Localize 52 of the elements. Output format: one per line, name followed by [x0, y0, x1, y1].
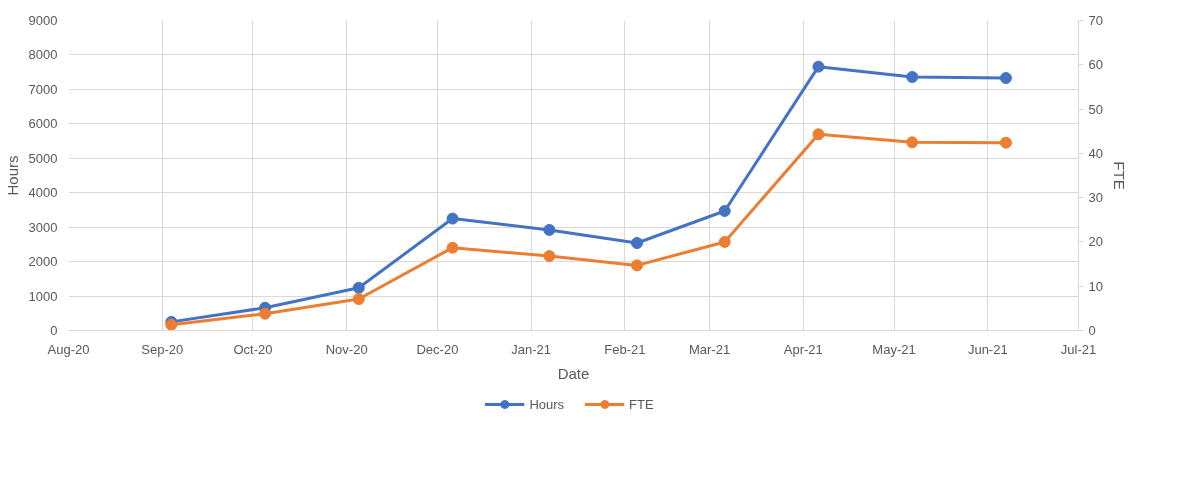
point	[543, 223, 556, 236]
y2-tick-label: 70	[1088, 13, 1103, 28]
y-tick-label: 4000	[28, 185, 58, 201]
y2-tick-label: 40	[1088, 145, 1103, 161]
point	[718, 235, 731, 248]
y2-tick-label: 10	[1088, 278, 1103, 294]
y2-tick-label: 20	[1088, 234, 1103, 250]
y-tick-label: 2000	[28, 254, 58, 270]
point	[446, 241, 459, 254]
y-tick-label: 0	[50, 323, 58, 338]
x-tick-label: Jun-21	[967, 341, 1008, 357]
point	[259, 307, 272, 320]
x-tick-label: Mar-21	[688, 341, 731, 357]
x-tick-label: Nov-20	[325, 341, 368, 357]
y-tick-label: 6000	[28, 116, 58, 132]
point	[906, 71, 919, 83]
y-axis-title: Hours	[3, 155, 21, 196]
point	[906, 136, 919, 149]
y2-tick-label: 0	[1088, 323, 1096, 338]
x-tick-label: May-21	[872, 341, 916, 357]
y-tick-label: 7000	[28, 81, 58, 97]
x-tick-label: Oct-20	[233, 341, 273, 357]
x-tick-label: Apr-21	[783, 341, 823, 357]
x-tick-label: Feb-21	[604, 341, 646, 357]
x-tick-label: Aug-20	[47, 341, 90, 357]
point	[543, 250, 556, 263]
point	[999, 72, 1012, 85]
x-axis-title: Date	[557, 364, 590, 382]
point	[631, 259, 643, 272]
x-tick-label: Jul-21	[1060, 341, 1097, 357]
point	[446, 212, 459, 225]
point	[812, 128, 825, 141]
point	[631, 237, 643, 249]
y2-tick-label: 30	[1088, 190, 1103, 206]
x-tick-label: Dec-20	[416, 341, 459, 357]
y2-tick-label: 50	[1088, 101, 1103, 117]
y2-axis-title: FTE	[1110, 161, 1128, 190]
y-tick-label: 9000	[28, 13, 58, 28]
legend-label: FTE	[629, 396, 654, 412]
y2-tick-label: 60	[1088, 57, 1103, 73]
point	[352, 293, 365, 306]
y-tick-label: 5000	[28, 150, 58, 166]
point	[999, 136, 1012, 149]
x-tick-label: Sep-20	[141, 341, 184, 357]
point	[352, 281, 365, 294]
y-tick-label: 3000	[28, 219, 58, 235]
legend-label: Hours	[529, 396, 565, 412]
point	[718, 204, 731, 217]
x-tick-label: Jan-21	[511, 341, 552, 357]
y-tick-label: 8000	[28, 47, 58, 63]
y-tick-label: 1000	[28, 288, 58, 304]
point	[812, 60, 825, 73]
